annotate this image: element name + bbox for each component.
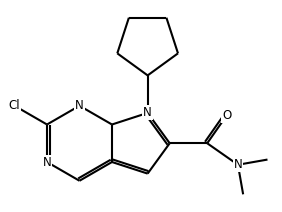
Text: N: N xyxy=(143,106,152,119)
Text: N: N xyxy=(233,158,242,171)
Text: N: N xyxy=(75,99,84,112)
Text: Cl: Cl xyxy=(9,99,20,112)
Text: N: N xyxy=(43,156,51,169)
Text: O: O xyxy=(222,109,231,122)
